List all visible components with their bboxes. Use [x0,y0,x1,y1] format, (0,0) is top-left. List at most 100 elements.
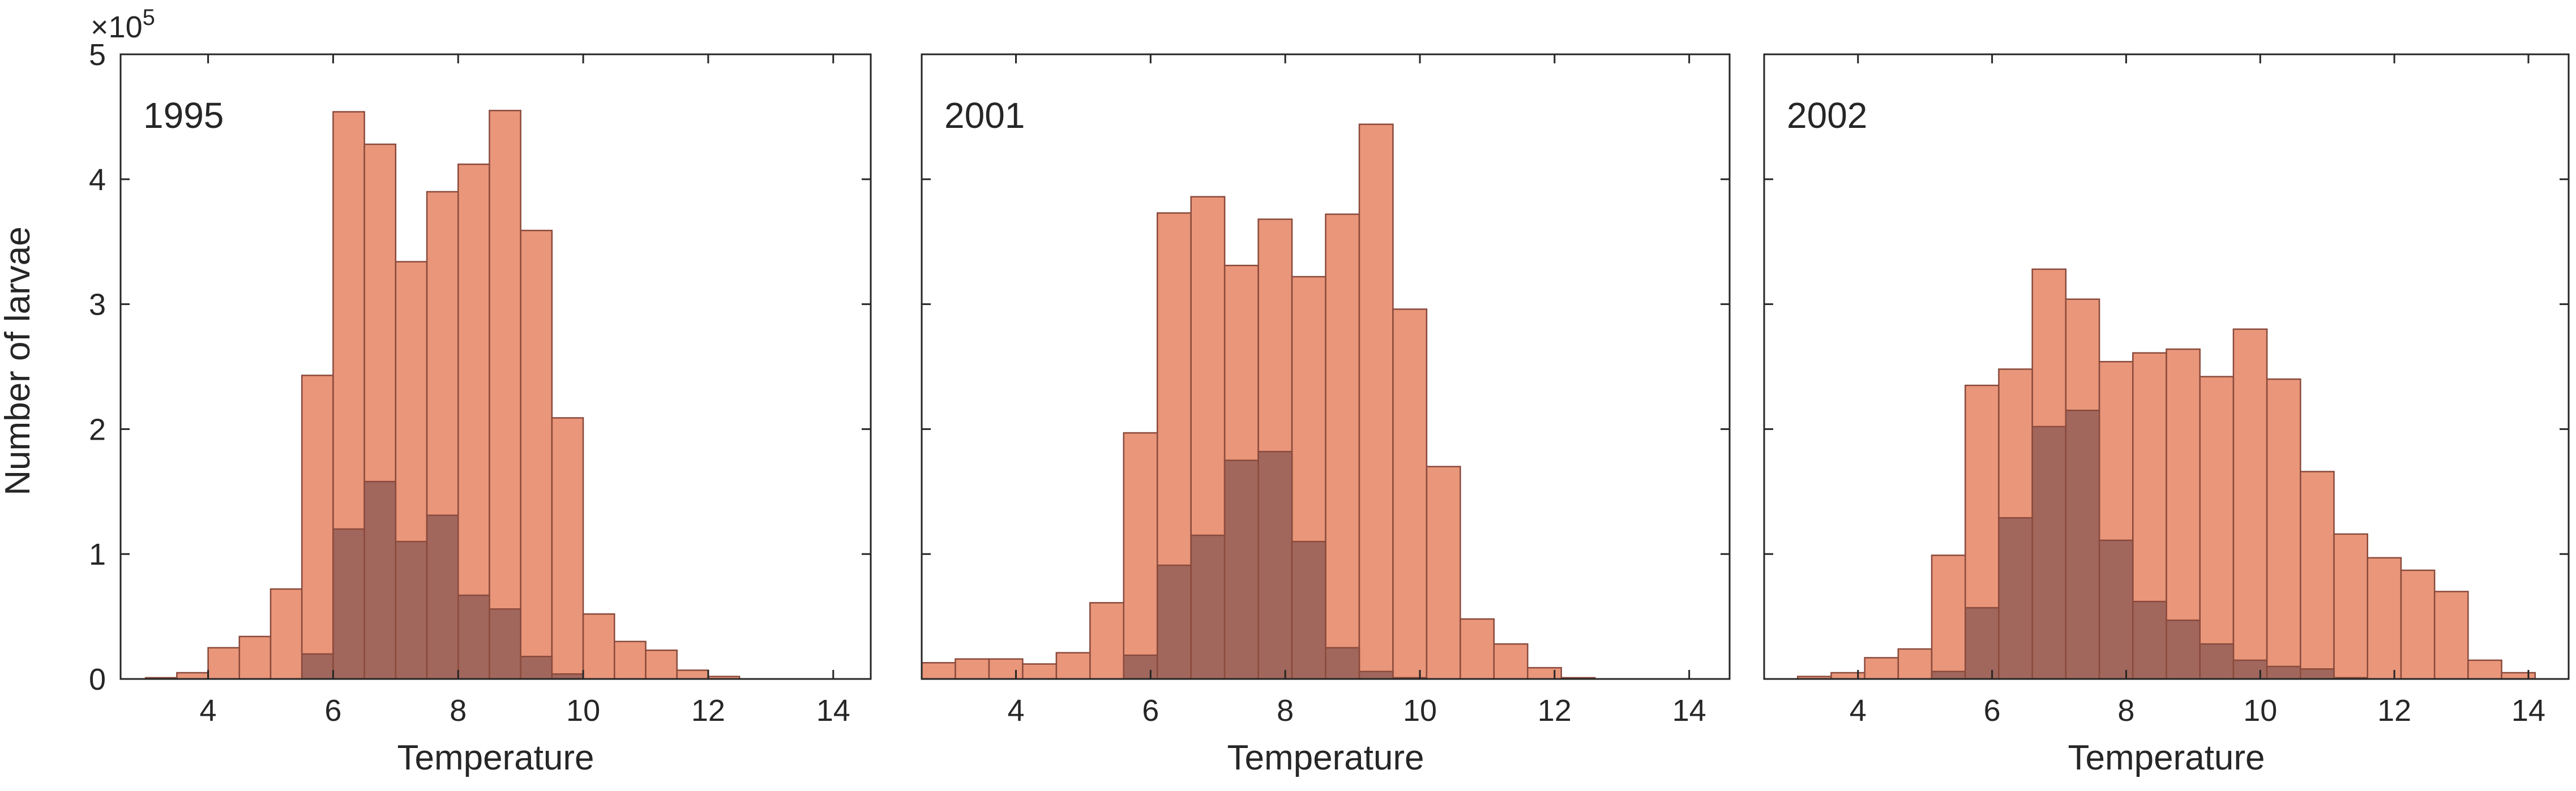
bar-series-2-bin-7 [1998,517,2033,679]
bar-series-1-bin-4 [1055,652,1091,679]
x-tick-label: 4 [1007,694,1024,728]
y-tick-label: 4 [89,163,106,197]
bar-series-1-bin-3 [238,635,272,679]
x-tick-label: 12 [2377,694,2411,728]
bar-series-2-bin-14 [2232,659,2268,679]
bar-series-2-bin-11 [489,608,521,679]
bar-series-1-bin-14 [582,613,615,679]
bar-series-2-bin-16 [2300,668,2335,679]
chart-panel-2001: 4 6 8 10 12 14 Temperature 2001 [921,53,1731,777]
x-tick-label: 6 [1142,694,1159,728]
bar-series-2-bin-9 [1223,459,1259,679]
x-tick-label: 6 [1984,694,2001,728]
bar-series-2-bin-10 [1257,450,1293,679]
axes-frame [1763,53,2570,680]
bar-series-1-bin-17 [676,669,709,679]
bar-series-2-bin-12 [520,656,553,679]
bar-series-2-bin-10 [2098,539,2134,679]
bar-series-1-bin-15 [1426,466,1461,679]
bar-series-2-bin-13 [2199,643,2235,679]
bar-series-1-bin-13 [2199,376,2235,679]
bar-series-1-bin-1 [955,658,990,679]
bar-series-1-bin-15 [614,640,647,679]
x-tick-label: 12 [1538,694,1572,728]
bar-series-2-bin-5 [301,653,334,679]
bar-series-2-bin-7 [1156,564,1192,679]
bar-series-1-bin-12 [520,230,553,679]
bar-series-2-bin-7 [363,480,397,679]
bars-group [922,123,1596,679]
bar-series-1-bin-16 [1460,618,1495,679]
bar-series-2-bin-8 [2031,425,2067,679]
bar-series-1-bin-4 [1897,648,1933,679]
bar-series-1-bin-16 [645,649,678,679]
bar-series-2-bin-11 [2132,600,2167,679]
x-tick-label: 10 [1403,694,1437,728]
bar-series-2-bin-10 [457,594,490,679]
bar-series-2-bin-6 [332,528,365,679]
y-axis-label: Number of larvae [0,226,37,496]
bar-series-2-bin-12 [1325,647,1360,679]
bar-series-2-bin-15 [2266,665,2301,679]
x-tick-label: 4 [200,694,217,728]
bar-series-1-bin-13 [551,417,584,679]
y-tick-label: 3 [89,288,106,322]
x-tick-label: 14 [1672,694,1706,728]
bar-series-1-bin-16 [2300,471,2335,679]
x-tick-label: 14 [2511,694,2545,728]
x-tick-label: 10 [566,694,600,728]
bar-series-2-bin-11 [1291,540,1326,679]
panel-year-label: 2002 [1787,95,1867,136]
bar-series-2-bin-13 [1358,670,1394,679]
x-axis-label: Temperature [2068,738,2265,777]
bar-series-2-bin-9 [2065,410,2100,679]
axes-frame [119,53,872,680]
x-tick-label: 8 [2117,694,2134,728]
x-tick-label: 12 [691,694,725,728]
x-tick-label: 8 [1277,694,1294,728]
bar-series-1-bin-14 [2232,328,2268,679]
y-axis-exponent-base: ×10 [91,10,143,44]
bar-series-2-bin-8 [1190,534,1226,679]
y-tick-label: 2 [89,412,106,446]
x-axis-label: Temperature [397,738,594,777]
axes-frame [921,53,1731,680]
bars-group [1796,268,2536,679]
bar-series-1-bin-4 [269,588,303,679]
bar-series-1-bin-22 [2501,672,2536,679]
bar-series-1-bin-5 [1931,554,1966,679]
bar-series-1-bin-11 [489,110,521,679]
y-tick-label: 1 [89,538,106,571]
bar-series-1-bin-15 [2266,378,2301,679]
x-tick-label: 10 [2243,694,2277,728]
bar-series-1-bin-19 [2400,569,2436,679]
bar-series-1-bin-18 [1527,667,1562,679]
y-tick-label: 0 [89,663,106,697]
bar-series-1-bin-1 [176,672,209,679]
x-tick-label: 4 [1850,694,1867,728]
x-tick-label: 6 [324,694,341,728]
x-tick-label: 8 [450,694,467,728]
panel-year-label: 1995 [143,95,224,136]
bar-series-2-bin-5 [1931,670,1966,679]
bar-series-1-bin-2 [207,647,241,679]
bar-series-1-bin-5 [1089,602,1124,679]
bar-series-1-bin-2 [988,658,1024,679]
bar-series-1-bin-21 [2467,659,2502,679]
chart-panel-2002: 4 6 8 10 12 14 Temperature 2002 [1763,53,2570,777]
bar-series-1-bin-2 [1830,672,1865,679]
bar-series-1-bin-17 [1493,643,1529,679]
y-axis-exponent-power: 5 [143,5,155,30]
bar-series-1-bin-5 [301,375,334,679]
bar-series-1-bin-13 [1358,123,1394,679]
x-axis-label: Temperature [1227,738,1424,777]
bar-series-1-bin-20 [2433,591,2469,679]
bar-series-2-bin-8 [395,540,428,679]
bar-series-2-bin-6 [1965,607,2000,679]
bar-series-1-bin-3 [1864,657,1899,679]
bar-series-1-bin-17 [2333,533,2368,679]
bar-series-1-bin-6 [1123,432,1158,679]
